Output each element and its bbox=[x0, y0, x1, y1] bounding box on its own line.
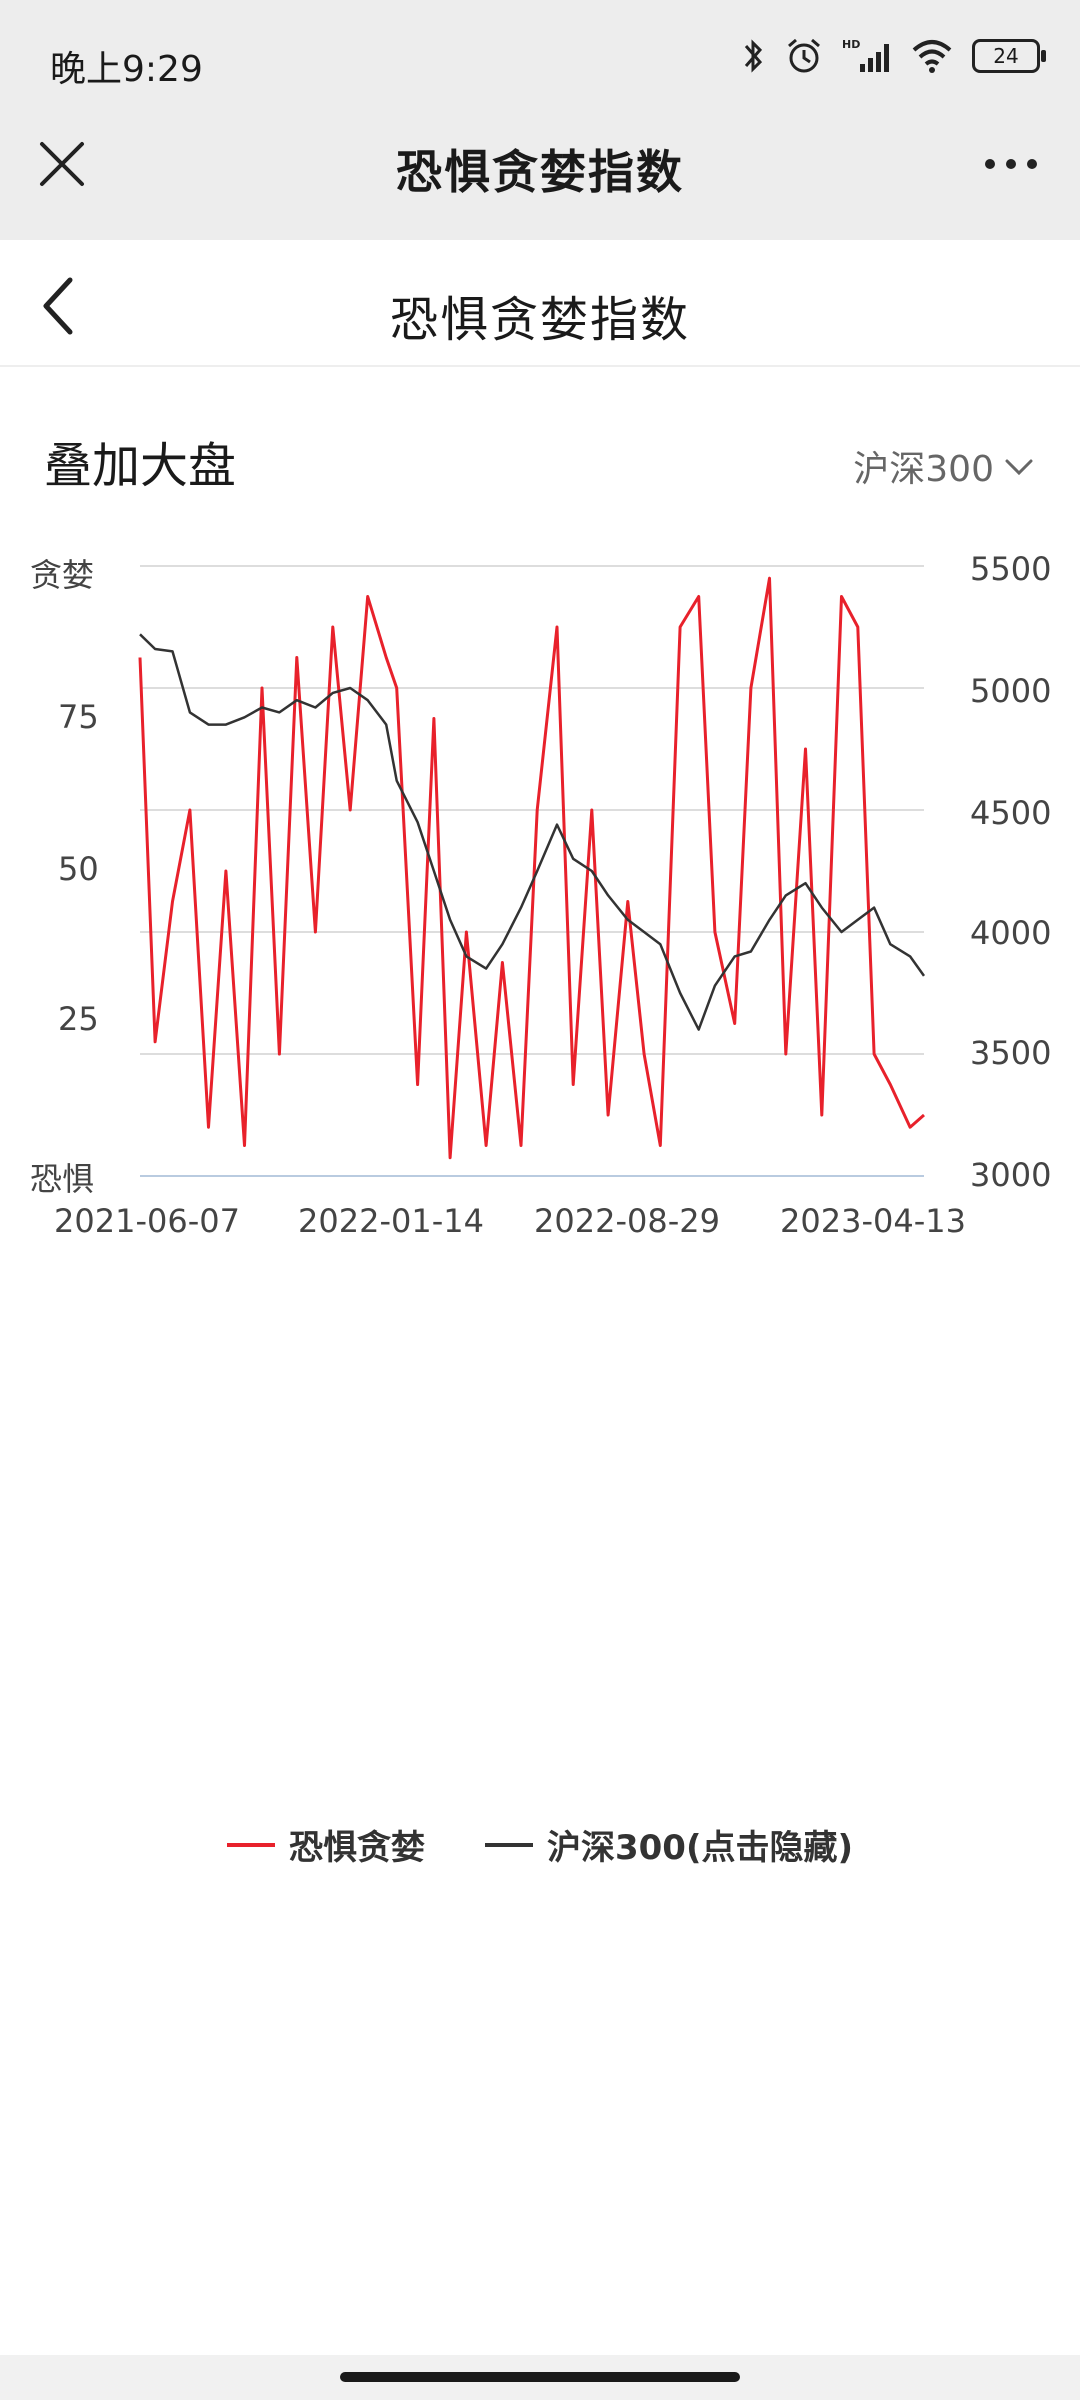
y-left-tick: 75 bbox=[58, 698, 99, 736]
battery-icon: 24 bbox=[972, 39, 1046, 73]
wifi-icon bbox=[910, 36, 954, 76]
legend-label: 沪深300(点击隐藏) bbox=[546, 1828, 854, 1868]
status-time: 晚上9:29 bbox=[50, 49, 203, 90]
top-bar bbox=[0, 128, 1080, 240]
top-bar-title: 恐惧贪婪指数 bbox=[396, 145, 684, 199]
section-title: 叠加大盘 bbox=[44, 438, 237, 494]
alarm-icon bbox=[784, 36, 824, 76]
svg-text:HD: HD bbox=[842, 38, 860, 51]
legend-item-index[interactable]: 沪深300(点击隐藏) bbox=[484, 1820, 854, 1869]
home-indicator[interactable] bbox=[340, 2372, 740, 2382]
series-line-greed-fear bbox=[138, 576, 925, 1160]
y-right-tick: 5500 bbox=[970, 550, 1052, 588]
legend-swatch bbox=[226, 1842, 275, 1847]
nav-title: 恐惧贪婪指数 bbox=[389, 292, 690, 348]
chart: 贪婪 75 50 25 恐惧 5500 5000 4500 4000 3500 … bbox=[0, 530, 1080, 1868]
legend-swatch bbox=[484, 1842, 533, 1847]
x-tick: 2021-06-07 bbox=[54, 1202, 240, 1240]
index-selector-label: 沪深300 bbox=[853, 449, 994, 490]
battery-level: 24 bbox=[993, 44, 1019, 68]
x-tick: 2022-08-29 bbox=[534, 1202, 720, 1240]
status-icons: HD 24 bbox=[742, 36, 1046, 76]
y-right-tick: 5000 bbox=[970, 672, 1052, 710]
x-tick: 2023-04-13 bbox=[780, 1202, 966, 1240]
y-axis-label-greed: 贪婪 bbox=[30, 556, 95, 594]
y-right-tick: 4000 bbox=[970, 914, 1052, 952]
bluetooth-icon bbox=[742, 36, 766, 76]
y-right-tick: 4500 bbox=[970, 794, 1052, 832]
legend-label: 恐惧贪婪 bbox=[288, 1828, 425, 1868]
x-tick: 2022-01-14 bbox=[298, 1202, 484, 1240]
status-bar: 晚上9:29 HD 24 bbox=[0, 0, 1080, 128]
hd-signal-icon: HD bbox=[842, 36, 892, 76]
y-left-tick: 25 bbox=[58, 1000, 99, 1038]
nav-bar bbox=[0, 240, 1080, 367]
more-icon[interactable] bbox=[976, 140, 1046, 188]
y-right-tick: 3500 bbox=[970, 1034, 1052, 1072]
index-selector[interactable]: 沪深300 bbox=[853, 440, 1036, 492]
legend-item-greed-fear[interactable]: 恐惧贪婪 bbox=[226, 1820, 425, 1869]
y-right-tick: 3000 bbox=[970, 1156, 1052, 1194]
close-icon[interactable] bbox=[34, 136, 90, 192]
chart-plot bbox=[138, 565, 926, 1177]
series-line-index bbox=[139, 633, 926, 1031]
back-icon[interactable] bbox=[36, 272, 92, 340]
y-axis-label-fear: 恐惧 bbox=[30, 1160, 95, 1198]
chart-legend: 恐惧贪婪 沪深300(点击隐藏) bbox=[0, 1820, 1080, 1869]
chevron-down-icon bbox=[1005, 459, 1033, 476]
y-left-tick: 50 bbox=[58, 850, 99, 888]
